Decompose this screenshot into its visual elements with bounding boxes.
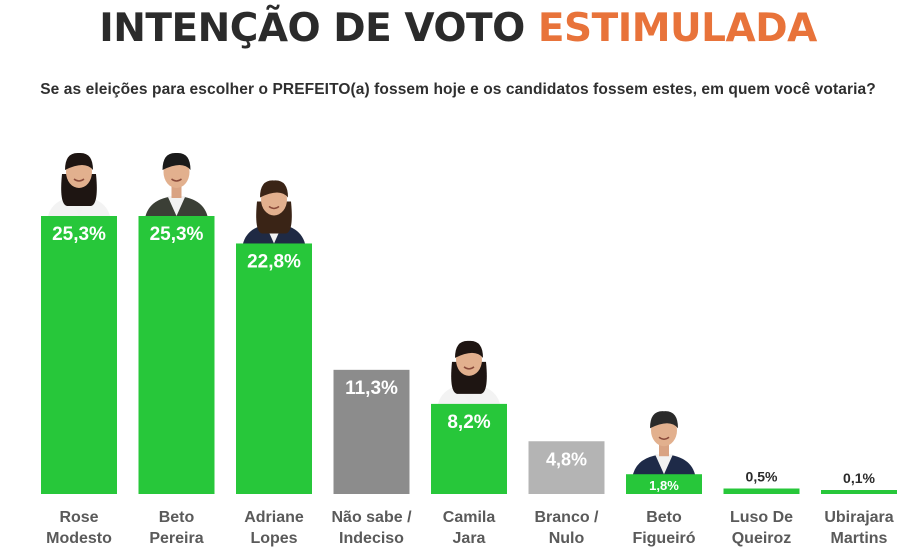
candidate-photo [144,152,209,222]
category-label-4-line-0: Camila [443,509,496,526]
bar-4 [431,403,507,494]
value-label-7: 0,5% [746,469,778,485]
category-label-8-line-1: Martins [831,530,888,547]
bar-6 [626,474,702,494]
candidate-photo [47,152,111,222]
value-label-8: 0,1% [843,470,875,486]
candidate-photo [437,340,501,410]
poll-question: Se as eleições para escolher o PREFEITO(… [40,81,876,98]
bar-3 [333,369,410,494]
candidate-photo [632,411,696,481]
category-label-2-line-1: Lopes [250,530,297,547]
value-label-1: 25,3% [150,224,204,245]
category-label-7-line-0: Luso De [730,509,793,526]
category-label-6-line-0: Beto [646,509,682,526]
category-label-5-line-1: Nulo [549,530,585,547]
value-label-5: 4,8% [546,449,587,469]
value-label-4: 8,2% [447,412,490,433]
category-label-0-line-0: Rose [59,509,98,526]
category-label-1-line-1: Pereira [149,530,203,547]
category-label-0-line-1: Modesto [46,530,112,547]
value-label-0: 25,3% [52,224,106,245]
value-label-6: 1,8% [649,478,679,493]
bar-5 [528,441,605,494]
page-title: INTENÇÃO DE VOTO ESTIMULADA [0,4,916,54]
value-label-2: 22,8% [247,251,301,272]
category-label-6-line-1: Figueiró [632,530,695,547]
category-label-4-line-1: Jara [453,530,486,547]
title-part-main: INTENÇÃO DE VOTO [99,6,525,51]
category-label-5-line-0: Branco / [534,509,599,526]
value-label-3: 11,3% [345,378,398,399]
category-label-8-line-0: Ubirajara [824,509,893,526]
bar-1 [138,216,215,494]
category-label-1-line-0: Beto [159,509,195,526]
candidate-photo [242,180,306,250]
bar-7 [723,488,800,494]
bar-2 [236,243,312,494]
category-label-2-line-0: Adriane [244,509,304,526]
title-part-accent: ESTIMULADA [537,6,817,51]
category-label-7-line-1: Queiroz [732,530,792,547]
bar-8 [821,490,897,494]
category-label-3-line-0: Não sabe / [331,509,412,526]
bar-0 [41,216,117,494]
category-label-3-line-1: Indeciso [339,530,404,547]
